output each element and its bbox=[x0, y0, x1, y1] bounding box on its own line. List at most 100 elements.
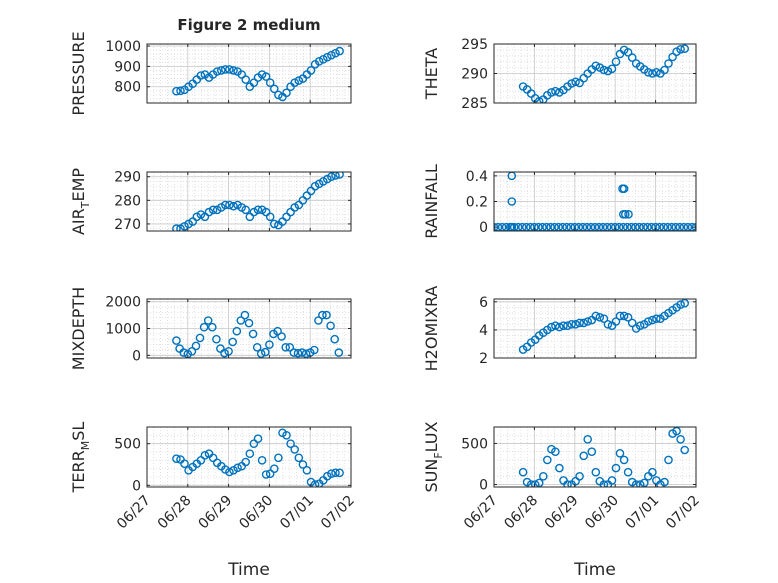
data-point bbox=[265, 340, 274, 349]
data-point bbox=[676, 434, 685, 444]
data-series bbox=[172, 310, 344, 358]
x-tick-label: 06/28 bbox=[501, 493, 541, 533]
data-point bbox=[282, 430, 291, 440]
data-point bbox=[575, 471, 584, 481]
data-point bbox=[297, 348, 307, 357]
subplot-h2omixra: 2 4 6 H2OMIXRA bbox=[422, 286, 697, 371]
data-point bbox=[623, 312, 633, 322]
subplot-terr-msl: 0 500 06/27 06/28 06/29 06/30 07/01 07/02 TERRMS… bbox=[69, 422, 358, 580]
data-series bbox=[172, 172, 344, 231]
data-point bbox=[196, 71, 206, 80]
data-point bbox=[229, 66, 238, 75]
data-point bbox=[680, 445, 690, 455]
data-point bbox=[260, 347, 270, 357]
data-point bbox=[286, 207, 295, 217]
y-tick-label: 285 bbox=[461, 96, 488, 112]
x-tick-label: 06/30 bbox=[582, 493, 622, 533]
data-point bbox=[680, 299, 689, 308]
data-series bbox=[172, 428, 344, 487]
data-point bbox=[249, 78, 259, 87]
subplot-sun-flux: 0 500 06/27 06/28 06/29 06/30 07/01 07/02 SUNFLU… bbox=[422, 421, 703, 580]
data-point bbox=[274, 453, 283, 463]
x-tick-label: 07/01 bbox=[277, 493, 317, 533]
data-point bbox=[294, 453, 304, 463]
data-point bbox=[282, 212, 291, 222]
data-point bbox=[249, 439, 259, 449]
data-point bbox=[326, 321, 335, 331]
data-point bbox=[175, 344, 184, 353]
data-point bbox=[261, 470, 271, 479]
data-point bbox=[327, 172, 336, 181]
data-point bbox=[176, 86, 185, 96]
data-point bbox=[249, 207, 259, 217]
data-point bbox=[257, 455, 267, 465]
data-point bbox=[563, 480, 572, 487]
data-point bbox=[245, 449, 255, 459]
data-point bbox=[212, 334, 221, 344]
y-tick-label: 800 bbox=[114, 80, 141, 96]
y-axis-label: TERRMSL bbox=[69, 422, 92, 494]
data-point bbox=[309, 345, 319, 355]
data-point bbox=[212, 67, 222, 76]
data-point bbox=[551, 321, 560, 331]
y-tick-label: 290 bbox=[461, 67, 488, 83]
x-tick-label: 07/02 bbox=[663, 493, 703, 533]
subplot-rainfall: 0 0.2 0.4 RAINFALL bbox=[422, 164, 697, 239]
data-point bbox=[236, 316, 246, 325]
data-point bbox=[208, 453, 218, 463]
data-series bbox=[518, 427, 690, 487]
data-point bbox=[241, 457, 250, 467]
data-point bbox=[494, 222, 499, 231]
data-point bbox=[599, 480, 609, 487]
y-axis-label: RAINFALL bbox=[422, 164, 441, 239]
data-point bbox=[248, 329, 258, 339]
data-point bbox=[623, 467, 633, 477]
data-point bbox=[619, 184, 629, 193]
y-tick-label: 0 bbox=[479, 220, 488, 236]
data-point bbox=[591, 311, 601, 321]
data-point bbox=[623, 48, 633, 57]
data-point bbox=[200, 450, 210, 460]
data-point bbox=[199, 322, 209, 332]
data-point bbox=[318, 310, 327, 320]
data-point bbox=[624, 209, 633, 219]
data-point bbox=[261, 72, 271, 81]
data-point bbox=[591, 61, 601, 71]
y-tick-label: 0 bbox=[479, 478, 488, 494]
data-point bbox=[172, 336, 181, 345]
y-tick-label: 0 bbox=[132, 348, 141, 364]
axes-frame bbox=[146, 171, 352, 232]
data-point bbox=[619, 209, 628, 219]
y-tick-label: 295 bbox=[461, 37, 488, 53]
data-point bbox=[269, 84, 279, 94]
data-point bbox=[282, 88, 291, 98]
data-point bbox=[607, 64, 617, 74]
axes-frame bbox=[146, 426, 352, 488]
data-point bbox=[619, 455, 629, 465]
y-tick-label: 2 bbox=[479, 351, 488, 367]
data-point bbox=[579, 451, 589, 461]
data-point bbox=[306, 186, 316, 196]
data-point bbox=[579, 73, 589, 83]
data-point bbox=[579, 318, 589, 328]
data-point bbox=[327, 50, 336, 60]
y-tick-label: 270 bbox=[114, 217, 141, 233]
y-tick-label: 1000 bbox=[105, 322, 141, 338]
data-point bbox=[331, 468, 340, 478]
data-point bbox=[583, 317, 593, 326]
data-point bbox=[591, 467, 601, 477]
data-point bbox=[571, 319, 580, 329]
x-tick-label: 06/27 bbox=[461, 493, 501, 533]
data-point bbox=[187, 346, 197, 356]
data-point bbox=[232, 326, 242, 336]
x-tick-label: 06/29 bbox=[196, 493, 236, 533]
data-point bbox=[668, 52, 677, 62]
data-point bbox=[274, 90, 283, 100]
y-tick-label: 500 bbox=[461, 436, 488, 452]
data-point bbox=[331, 48, 340, 58]
data-point bbox=[534, 96, 544, 103]
subplot-air-temp: 270 280 290 AIRTEMP bbox=[69, 168, 352, 235]
data-point bbox=[676, 300, 685, 309]
subplot-theta: 285 290 295 THETA bbox=[422, 37, 697, 112]
data-point bbox=[603, 66, 613, 76]
